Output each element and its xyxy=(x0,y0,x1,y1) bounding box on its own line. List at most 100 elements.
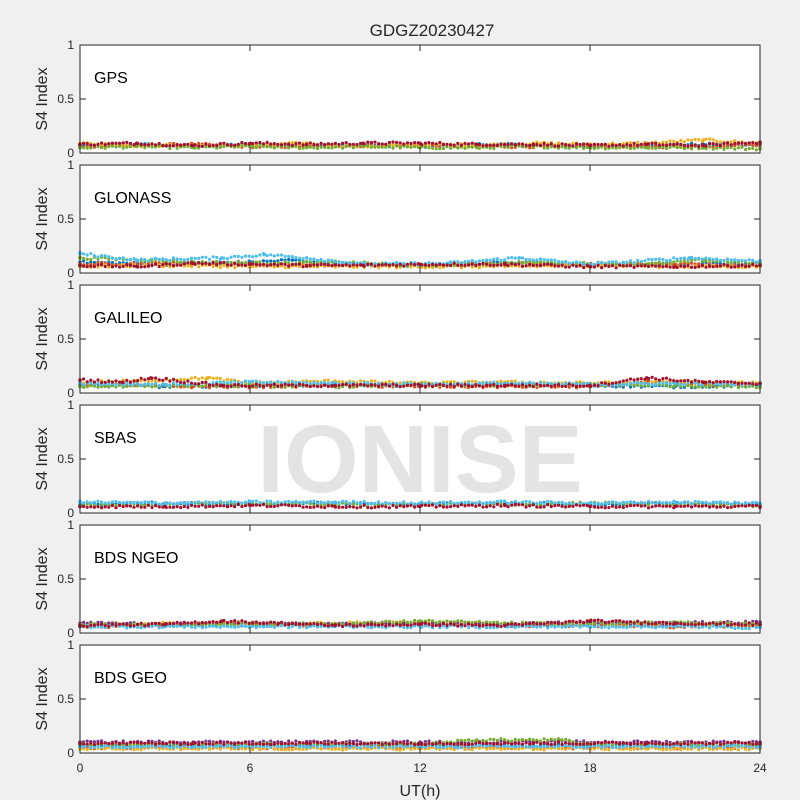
data-point xyxy=(254,263,258,267)
data-point xyxy=(326,258,330,262)
data-point xyxy=(384,142,388,146)
data-point xyxy=(179,257,183,261)
data-point xyxy=(182,381,186,385)
data-point xyxy=(628,259,633,263)
data-point xyxy=(326,378,330,382)
data-point xyxy=(510,142,514,146)
data-point xyxy=(751,141,755,145)
data-point xyxy=(664,146,669,151)
data-point xyxy=(686,384,690,388)
data-point xyxy=(82,504,86,509)
data-point xyxy=(538,260,543,264)
data-point xyxy=(348,264,352,268)
data-point xyxy=(197,500,201,504)
data-point xyxy=(369,262,373,266)
data-point xyxy=(650,146,654,150)
data-point xyxy=(661,140,665,144)
data-point xyxy=(477,266,481,270)
data-point xyxy=(495,260,499,264)
data-point xyxy=(664,376,669,380)
data-point xyxy=(639,500,643,504)
data-point xyxy=(168,383,172,387)
data-point xyxy=(243,254,248,258)
data-point xyxy=(722,384,726,388)
data-point xyxy=(150,257,154,261)
data-point xyxy=(103,254,107,258)
data-point xyxy=(121,143,125,147)
data-point xyxy=(132,143,136,147)
data-point xyxy=(592,146,597,151)
data-point xyxy=(261,142,266,146)
data-point xyxy=(308,379,312,383)
data-point xyxy=(722,141,726,145)
data-point xyxy=(618,501,622,505)
data-point xyxy=(538,144,543,148)
data-point xyxy=(434,383,438,387)
data-point xyxy=(200,384,204,388)
data-point xyxy=(661,143,665,147)
data-point xyxy=(456,260,460,264)
data-point xyxy=(380,145,384,149)
data-point xyxy=(654,141,658,146)
data-point xyxy=(485,262,489,266)
data-point xyxy=(690,502,694,506)
data-point xyxy=(467,259,471,263)
y-tick-label: 0.5 xyxy=(57,452,74,466)
data-point xyxy=(654,383,658,387)
data-point xyxy=(510,262,514,266)
data-series xyxy=(78,140,762,149)
data-point xyxy=(359,141,363,145)
data-point xyxy=(664,259,669,263)
data-point xyxy=(269,383,273,387)
data-point xyxy=(636,140,640,145)
data-point xyxy=(387,379,391,383)
data-point xyxy=(103,501,107,505)
data-point xyxy=(704,504,708,508)
data-point xyxy=(215,146,219,150)
data-point xyxy=(283,262,287,267)
data-point xyxy=(488,258,492,262)
data-point xyxy=(207,501,212,505)
data-point xyxy=(639,264,643,268)
data-point xyxy=(747,258,751,262)
data-point xyxy=(636,143,640,148)
data-point xyxy=(531,258,535,262)
data-point xyxy=(740,145,744,149)
data-point xyxy=(485,258,489,262)
data-point xyxy=(733,500,737,504)
data-point xyxy=(107,501,111,505)
data-point xyxy=(341,261,345,265)
data-point xyxy=(279,383,284,387)
data-point xyxy=(654,146,658,150)
data-point xyxy=(163,504,167,509)
data-point xyxy=(690,380,694,384)
data-point xyxy=(326,381,330,385)
data-point xyxy=(171,144,176,148)
data-point xyxy=(431,146,435,150)
data-point xyxy=(524,381,528,385)
data-point xyxy=(85,385,89,389)
data-point xyxy=(128,141,132,145)
data-point xyxy=(304,142,309,147)
data-point xyxy=(125,140,129,144)
data-point xyxy=(175,260,179,264)
data-point xyxy=(233,143,237,147)
data-point xyxy=(675,142,679,146)
data-point xyxy=(423,141,427,145)
data-point xyxy=(427,263,431,268)
data-point xyxy=(330,146,334,150)
data-point xyxy=(672,379,676,383)
data-point xyxy=(323,143,327,147)
data-point xyxy=(139,501,143,505)
data-point xyxy=(96,142,100,146)
data-point xyxy=(740,263,744,267)
data-point xyxy=(308,264,312,268)
data-point xyxy=(467,384,471,388)
data-point xyxy=(679,504,683,508)
data-point xyxy=(560,260,564,264)
data-point xyxy=(240,144,244,148)
data-point xyxy=(193,504,197,508)
data-point xyxy=(459,266,463,270)
data-point xyxy=(474,260,478,264)
data-point xyxy=(279,253,284,257)
